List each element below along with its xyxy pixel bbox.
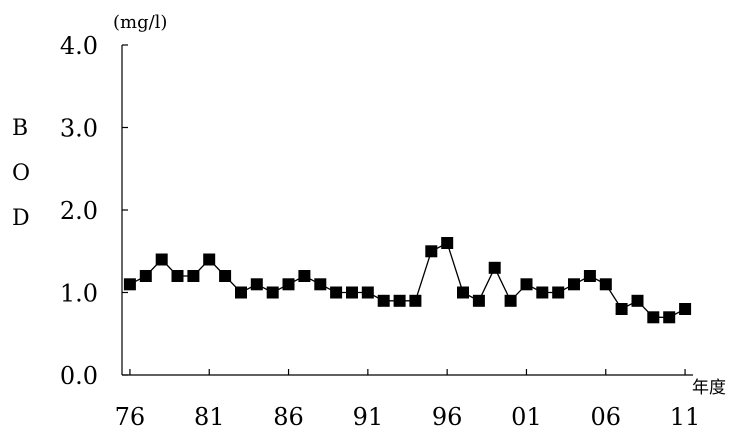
data-point [520, 278, 533, 291]
series [123, 237, 692, 324]
axes [121, 45, 693, 376]
data-point [472, 294, 485, 307]
x-tick-label: 96 [432, 403, 463, 431]
data-point [123, 278, 136, 291]
data-point [155, 253, 168, 266]
x-tick-label: 76 [115, 403, 146, 431]
data-point [583, 270, 596, 282]
data-point [552, 286, 565, 299]
data-point [488, 261, 501, 274]
x-tick-label: 06 [590, 403, 621, 431]
data-point [536, 286, 549, 299]
data-point [171, 270, 184, 282]
y-tick-label: 4.0 [60, 32, 98, 60]
data-point [235, 286, 247, 299]
y-axis-label-o: O [12, 161, 30, 186]
data-point [361, 286, 374, 299]
y-axis-label-b: B [12, 116, 28, 141]
y-tick-label: 1.0 [60, 280, 98, 308]
x-tick-label: 91 [353, 403, 384, 431]
y-axis-label-d: D [12, 206, 30, 231]
data-point [266, 286, 279, 299]
data-point [298, 270, 311, 282]
x-tick-label: 86 [273, 403, 304, 431]
x-tick-label: 11 [670, 403, 701, 431]
data-point [679, 303, 692, 315]
data-point [425, 245, 438, 258]
data-point [203, 253, 216, 266]
data-point [393, 294, 406, 307]
data-point [504, 294, 517, 307]
data-point [330, 286, 343, 299]
data-point [568, 278, 580, 291]
y-tick-label: 2.0 [60, 197, 98, 225]
x-tick-label: 01 [511, 403, 542, 431]
y-tick-label: 0.0 [60, 362, 98, 390]
x-ticks: 76 81 86 91 96 01 06 11 [115, 369, 701, 431]
data-point [139, 270, 152, 282]
x-tick-label: 81 [194, 403, 225, 431]
data-point [663, 311, 676, 324]
data-point [282, 278, 295, 291]
data-point [615, 303, 628, 315]
data-point [250, 278, 263, 291]
y-tick-label: 3.0 [60, 115, 98, 143]
data-point [441, 237, 454, 249]
data-point [219, 270, 232, 282]
data-point [187, 270, 200, 282]
data-point [647, 311, 660, 324]
data-point [314, 278, 327, 291]
x-axis-label: 年度 [692, 378, 726, 398]
y-ticks: 0.0 1.0 2.0 3.0 4.0 [60, 32, 128, 390]
y-unit-label: (mg/l) [113, 12, 167, 33]
data-point [457, 286, 469, 299]
data-point [377, 294, 390, 307]
data-point [346, 286, 358, 299]
data-point [631, 294, 644, 307]
data-point [409, 294, 422, 307]
data-point [599, 278, 612, 291]
